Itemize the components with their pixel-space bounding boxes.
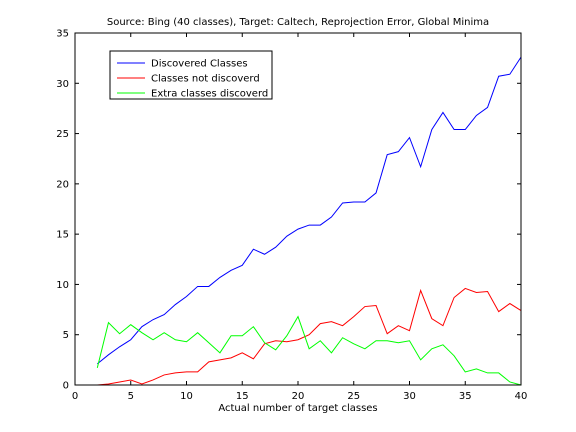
plot-lines (96, 56, 522, 386)
y-axis: 0 5 10 15 20 25 30 35 (56, 29, 521, 392)
x-tick-label: 10 (180, 391, 193, 402)
x-tick-label: 0 (72, 391, 78, 402)
legend-label-1: Discovered Classes (151, 59, 248, 70)
y-tick-label: 0 (63, 381, 69, 392)
legend-box (109, 50, 273, 100)
y-tick-label: 25 (56, 129, 69, 140)
x-tick-label: 15 (236, 391, 249, 402)
x-tick-label: 30 (403, 391, 416, 402)
legend-label-2: Classes not discoverd (151, 74, 260, 85)
y-tick-label: 35 (56, 29, 69, 40)
chart-title: Source: Bing (40 classes), Target: Calte… (107, 17, 489, 28)
series-line-2 (97, 287, 522, 386)
series-line-3 (96, 315, 522, 386)
x-tick-label: 35 (459, 391, 472, 402)
x-tick-label: 40 (515, 391, 528, 402)
x-axis-label: Actual number of target classes (218, 403, 377, 414)
x-tick-label: 5 (128, 391, 134, 402)
y-tick-label: 30 (56, 79, 69, 90)
y-tick-label: 20 (56, 179, 69, 190)
series-line-1 (96, 56, 522, 365)
y-tick-label: 5 (63, 330, 69, 341)
legend: Discovered Classes Classes not discoverd E… (109, 50, 273, 100)
legend-label-3: Extra classes discoverd (151, 89, 268, 100)
x-axis: 0 5 10 15 20 25 30 35 40 (72, 33, 528, 402)
x-tick-label: 25 (347, 391, 360, 402)
y-tick-label: 15 (56, 230, 69, 241)
x-tick-label: 20 (292, 391, 305, 402)
y-tick-label: 10 (56, 280, 69, 291)
